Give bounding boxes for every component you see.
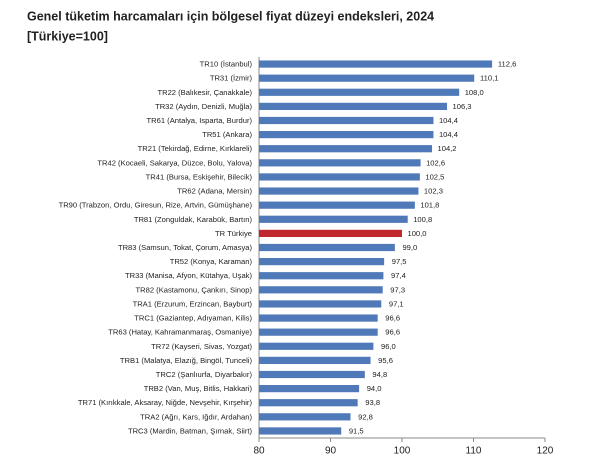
bar — [259, 116, 434, 125]
category-label: TRC2 (Şanlıurfa, Diyarbakır) — [156, 370, 253, 379]
value-label: 110,1 — [480, 74, 498, 83]
category-label: TR31 (İzmir) — [210, 74, 253, 83]
x-tick-label: 100 — [394, 446, 411, 457]
bar — [259, 300, 382, 308]
bar — [259, 356, 371, 364]
category-label: TR51 (Ankara) — [202, 130, 252, 139]
value-label: 108,0 — [465, 88, 484, 97]
bar — [259, 342, 374, 350]
value-label: 97,1 — [389, 299, 404, 308]
x-tick-label: 120 — [537, 446, 554, 457]
value-label: 112,6 — [498, 60, 516, 69]
value-label: 96,0 — [381, 342, 396, 351]
value-label: 93,8 — [365, 398, 380, 407]
bar — [259, 370, 365, 379]
category-label: TR32 (Aydın, Denizli, Muğla) — [155, 102, 252, 111]
bar — [259, 314, 378, 322]
bar — [259, 385, 360, 393]
value-label: 102,5 — [425, 172, 444, 181]
category-label: TR90 (Trabzon, Ordu, Giresun, Rize, Artv… — [59, 201, 253, 210]
value-label: 102,6 — [426, 158, 445, 167]
value-label: 99,0 — [402, 243, 417, 252]
value-label: 104,4 — [439, 116, 458, 125]
bar — [259, 88, 460, 96]
category-label: TR21 (Tekirdağ, Edirne, Kırklareli) — [138, 144, 253, 153]
bar — [259, 427, 342, 435]
bar — [259, 399, 358, 407]
bar — [259, 215, 408, 223]
category-label: TR22 (Balıkesir, Çanakkale) — [157, 88, 252, 97]
bar — [259, 131, 434, 139]
x-tick-label: 80 — [253, 446, 265, 457]
category-label: TR81 (Zonguldak, Karabük, Bartın) — [134, 215, 253, 224]
chart-subtitle: [Türkiye=100] — [27, 29, 108, 43]
value-label: 104,4 — [439, 130, 458, 139]
category-label: TR52 (Konya, Karaman) — [170, 257, 253, 266]
bar — [259, 243, 395, 252]
value-label: 95,6 — [378, 356, 393, 365]
bar — [259, 74, 475, 82]
category-label: TR71 (Kırıkkale, Aksaray, Niğde, Nevşehi… — [78, 398, 253, 407]
bar — [259, 159, 421, 167]
category-label: TRC1 (Gaziantep, Adıyaman, Kilis) — [134, 314, 252, 323]
category-label: TR41 (Bursa, Eskişehir, Bilecik) — [146, 172, 253, 181]
bar — [259, 173, 420, 181]
value-label: 91,5 — [349, 426, 364, 435]
category-label: TR42 (Kocaeli, Sakarya, Düzce, Bolu, Yal… — [97, 158, 252, 167]
value-label: 96,6 — [385, 314, 400, 323]
bar — [259, 258, 385, 266]
bar — [259, 328, 378, 336]
bar — [259, 229, 402, 237]
bar — [259, 60, 493, 68]
x-tick-label: 110 — [466, 446, 482, 457]
value-label: 97,4 — [391, 271, 406, 280]
category-label: TR82 (Kastamonu, Çankırı, Sinop) — [136, 285, 253, 294]
value-label: 100,0 — [407, 229, 426, 238]
category-label: TRB1 (Malatya, Elazığ, Bingöl, Tunceli) — [120, 356, 253, 365]
value-label: 94,8 — [372, 370, 387, 379]
x-tick-label: 90 — [325, 446, 337, 457]
value-label: 97,5 — [392, 257, 407, 266]
category-label: TR72 (Kayseri, Sivas, Yozgat) — [151, 342, 252, 351]
bar — [259, 145, 433, 153]
bar — [259, 187, 419, 195]
value-label: 101,8 — [420, 201, 439, 210]
value-label: 92,8 — [358, 412, 373, 421]
category-label: TR63 (Hatay, Kahramanmaraş, Osmaniye) — [108, 328, 252, 337]
value-label: 106,3 — [453, 102, 472, 111]
value-label: 102,3 — [424, 187, 443, 196]
category-label: TRA2 (Ağrı, Kars, Iğdır, Ardahan) — [140, 412, 252, 421]
category-label: TR33 (Manisa, Afyon, Kütahya, Uşak) — [125, 271, 253, 280]
value-label: 104,2 — [438, 144, 457, 153]
value-label: 100,8 — [413, 215, 432, 224]
category-label: TR61 (Antalya, Isparta, Burdur) — [146, 116, 252, 125]
value-label: 96,6 — [385, 328, 400, 337]
value-label: 94,0 — [367, 384, 382, 393]
category-label: TR Türkiye — [215, 229, 252, 238]
bar — [259, 413, 351, 421]
bar — [259, 286, 383, 294]
value-label: 97,3 — [390, 285, 405, 294]
category-label: TR83 (Samsun, Tokat, Çorum, Amasya) — [118, 243, 253, 252]
bar — [259, 201, 415, 209]
bar — [259, 102, 448, 110]
bar — [259, 272, 384, 280]
chart-title: Genel tüketim harcamaları için bölgesel … — [27, 9, 434, 23]
category-label: TRA1 (Erzurum, Erzincan, Bayburt) — [133, 299, 253, 308]
category-label: TRB2 (Van, Muş, Bitlis, Hakkari) — [144, 384, 253, 393]
category-label: TR10 (İstanbul) — [200, 60, 253, 69]
category-label: TR62 (Adana, Mersin) — [177, 187, 252, 196]
category-label: TRC3 (Mardin, Batman, Şırnak, Siirt) — [128, 426, 253, 435]
